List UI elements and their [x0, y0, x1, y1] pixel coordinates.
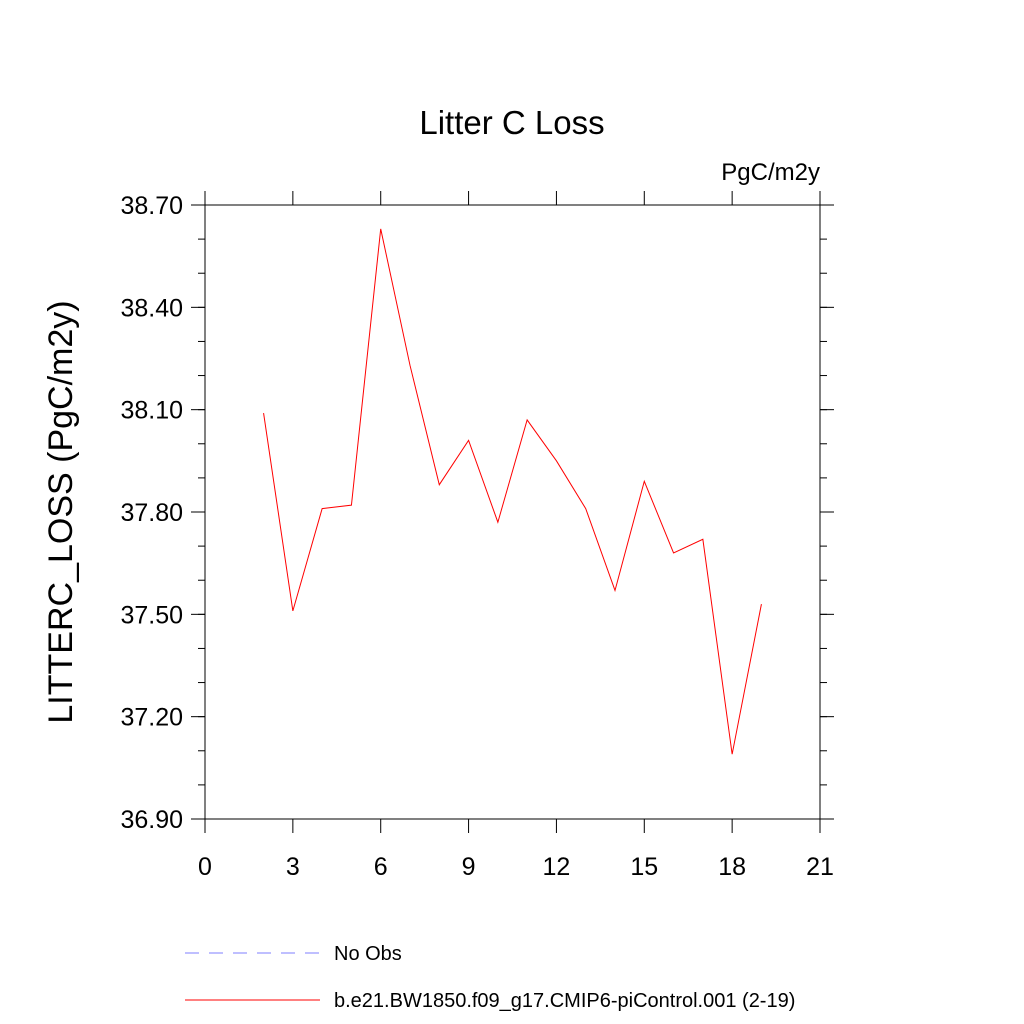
units-label: PgC/m2y [721, 159, 820, 186]
x-tick-label: 3 [286, 853, 300, 881]
series-lines [263, 228, 762, 755]
plot-frame [204, 204, 821, 820]
legend-label: No Obs [334, 943, 402, 965]
y-axis-label: LITTERC_LOSS (PgC/m2y) [42, 300, 80, 723]
y-tick-label: 38.10 [120, 397, 183, 425]
x-tick-label: 12 [543, 853, 571, 881]
x-tick-label: 0 [198, 853, 212, 881]
chart-title: Litter C Loss [419, 104, 604, 141]
x-tick-label: 6 [374, 853, 388, 881]
x-tick-label: 15 [630, 853, 658, 881]
y-tick-label: 37.20 [120, 704, 183, 732]
x-tick-label: 9 [462, 853, 476, 881]
y-tick-label: 37.50 [120, 601, 183, 629]
axis-ticks [191, 191, 834, 833]
y-tick-label: 38.70 [120, 192, 183, 220]
x-tick-label: 21 [806, 853, 834, 881]
y-tick-label: 38.40 [120, 294, 183, 322]
x-tick-labels: 0 3 6 9 12 15 18 21 [198, 853, 834, 881]
series-line [263, 228, 762, 755]
legend: No Obs b.e21.BW1850.f09_g17.CMIP6-piContr… [185, 943, 795, 1012]
legend-label: b.e21.BW1850.f09_g17.CMIP6-piControl.001… [334, 990, 795, 1012]
x-tick-label: 18 [718, 853, 746, 881]
y-tick-labels: 36.90 37.20 37.50 37.80 38.10 38.40 38.70 [120, 192, 183, 834]
y-tick-label: 36.90 [120, 806, 183, 834]
y-tick-label: 37.80 [120, 499, 183, 527]
